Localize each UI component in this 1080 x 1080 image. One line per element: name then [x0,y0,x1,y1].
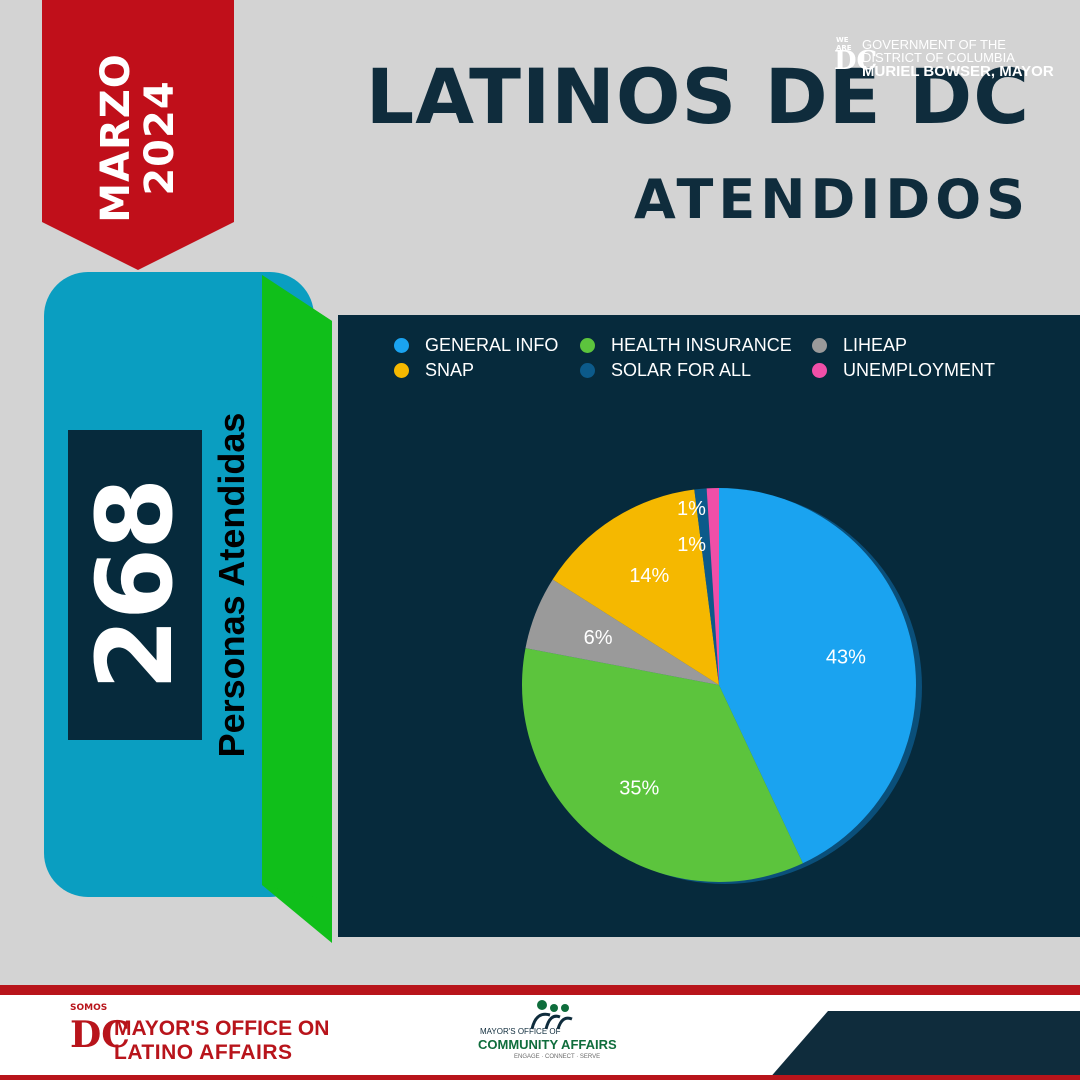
legend-dot-unemployment [812,363,827,378]
legend-dot-health-insurance [580,338,595,353]
moca-logo: MAYOR'S OFFICE OF COMMUNITY AFFAIRS ENGA… [470,999,617,1069]
footer-bottom-stripe [0,1075,1080,1080]
mola-line1: MAYOR'S OFFICE ON [114,1017,330,1040]
legend-label-health-insurance: HEALTH INSURANCE [611,335,792,355]
mola-line2: LATINO AFFAIRS [114,1041,293,1064]
legend-item-snap: SNAP [394,360,580,381]
gov-line3: MURIEL BOWSER, MAYOR [862,63,1054,80]
pie-label-general-info: 43% [826,647,866,669]
pie-slice-snap [552,489,719,685]
moca-tagline: ENGAGE · CONNECT · SERVE [514,1054,601,1060]
gov-line2: DISTRICT OF COLUMBIA [862,50,1015,65]
moca-small-text: MAYOR'S OFFICE OF [480,1027,561,1036]
gov-block [768,1011,1080,1080]
chart-panel: GENERAL INFO HEALTH INSURANCE LIHEAP SNA… [338,315,1080,937]
legend-item-unemployment: UNEMPLOYMENT [812,360,1012,381]
legend-dot-general-info [394,338,409,353]
legend-dot-solar-for-all [580,363,595,378]
legend-label-solar-for-all: SOLAR FOR ALL [611,360,752,380]
legend-item-liheap: LIHEAP [812,335,1012,356]
green-band [262,275,332,943]
gov-line1: GOVERNMENT OF THE [862,37,1006,52]
legend-dot-snap [394,363,409,378]
persons-count: 268 [74,479,196,691]
persons-label: Personas Atendidas [211,412,252,758]
page-title: LATINOS DE DC [365,52,1030,141]
ribbon-year: 2024 [137,80,183,196]
pie-label-unemployment: 1% [677,498,706,520]
pie-label-solar-for-all: 1% [677,534,706,556]
page-subtitle: ATENDIDOS [633,168,1030,231]
legend-label-general-info: GENERAL INFO [425,335,559,355]
legend-label-unemployment: UNEMPLOYMENT [843,360,996,380]
pie-slice-liheap [525,579,719,685]
footer: SOMOS DC MAYOR'S OFFICE ON LATINO AFFAIR… [0,985,1080,1080]
pie-slice-general-info [719,488,916,864]
count-box [68,430,202,740]
ribbon-month: MARZO [93,53,139,223]
pie-slice-health-insurance [522,648,803,882]
moca-big-text: COMMUNITY AFFAIRS [478,1037,617,1052]
pie-slice-solar-for-all [694,488,719,685]
chart-legend: GENERAL INFO HEALTH INSURANCE LIHEAP SNA… [394,335,1012,381]
legend-item-general-info: GENERAL INFO [394,335,580,356]
legend-item-health-insurance: HEALTH INSURANCE [580,335,812,356]
legend-label-liheap: LIHEAP [843,335,908,355]
footer-top-stripe [0,985,1080,995]
pie-chart: 43% 35% 6% 14% 1% 1% [522,488,922,884]
pie-label-liheap: 6% [584,627,613,649]
mola-dc-mark: DC [70,1014,130,1056]
pie-slice-unemployment [706,488,719,685]
mola-somos: SOMOS [70,1003,108,1013]
gov-weare: WE ARE [836,36,852,52]
date-ribbon-text: MARZO 2024 [93,53,183,223]
gov-dc-mark: DC [834,46,878,76]
date-ribbon [42,0,234,270]
legend-dot-liheap [812,338,827,353]
pie-label-snap: 14% [629,565,669,587]
legend-label-snap: SNAP [425,360,475,380]
people-icon [530,1000,573,1030]
pie-label-health-insurance: 35% [619,778,659,800]
legend-item-solar-for-all: SOLAR FOR ALL [580,360,812,381]
